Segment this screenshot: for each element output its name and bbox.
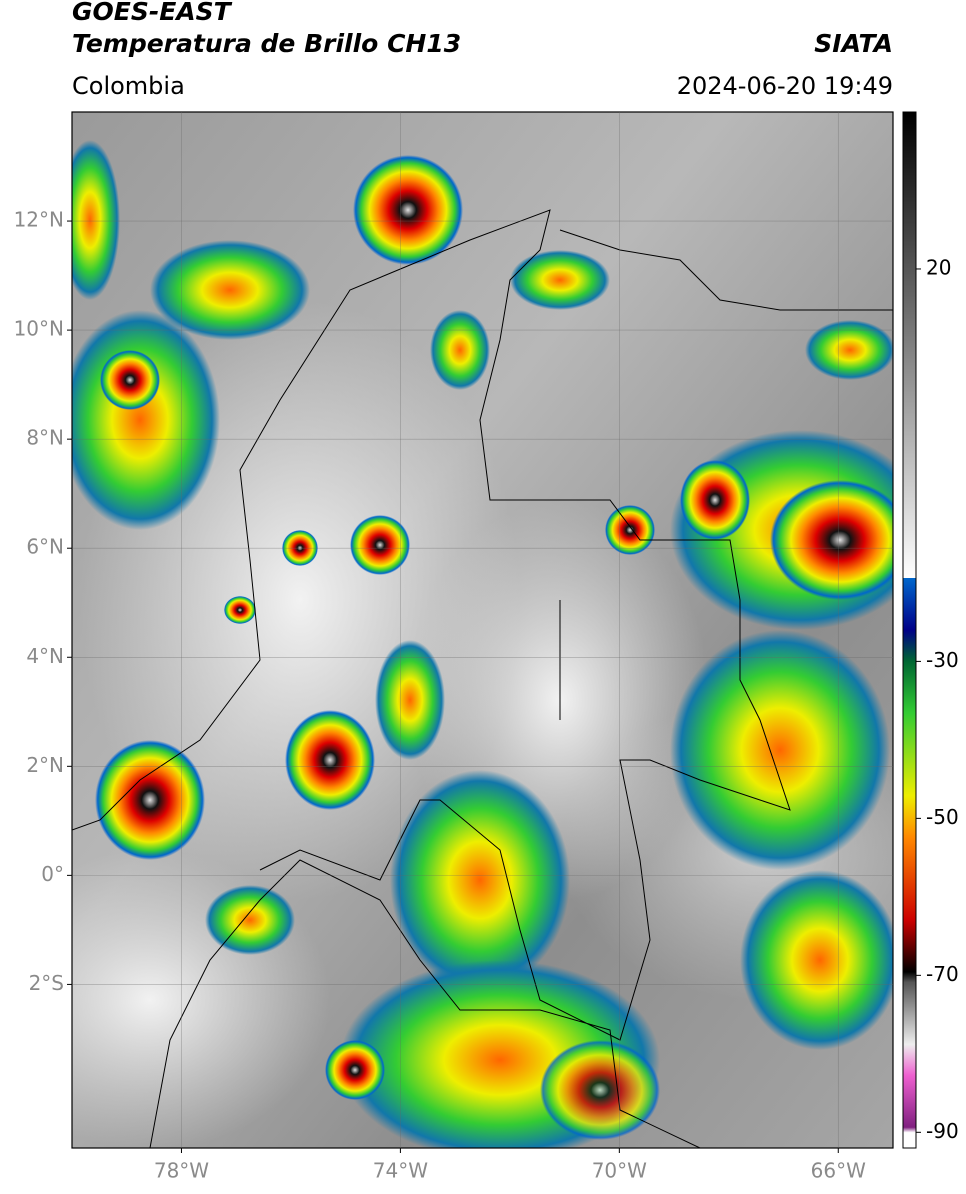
satellite-image	[72, 112, 893, 1148]
agency: SIATA	[814, 29, 893, 58]
colorbar-tick-label: -30	[926, 648, 959, 672]
lat-tick-label: 0°	[41, 862, 64, 886]
colorbar	[902, 111, 917, 1149]
source: GOES-EAST	[72, 0, 233, 26]
lat-tick-label: 4°N	[26, 644, 64, 668]
lat-tick-label: 2°N	[26, 753, 64, 777]
lat-tick-label: 8°N	[26, 426, 64, 450]
lat-tick-label: 2°S	[29, 971, 64, 995]
lon-tick-label: 74°W	[373, 1159, 428, 1183]
lat-tick-label: 12°N	[14, 208, 64, 232]
lon-tick-label: 70°W	[592, 1159, 647, 1183]
map-frame	[71, 111, 894, 1149]
colorbar-tick-label: -50	[926, 805, 959, 829]
region: Colombia	[72, 72, 185, 100]
lon-tick-label: 66°W	[811, 1159, 866, 1183]
lon-tick-label: 78°W	[154, 1159, 209, 1183]
lat-tick-label: 6°N	[26, 535, 64, 559]
datetime: 2024-06-20 19:49	[677, 72, 893, 100]
lat-tick-label: 10°N	[14, 317, 64, 341]
colorbar-tick-label: -90	[926, 1119, 959, 1143]
colorbar-tick-label: 20	[926, 255, 951, 279]
colorbar-tick-label: -70	[926, 962, 959, 986]
product: Temperatura de Brillo CH13	[72, 29, 461, 58]
